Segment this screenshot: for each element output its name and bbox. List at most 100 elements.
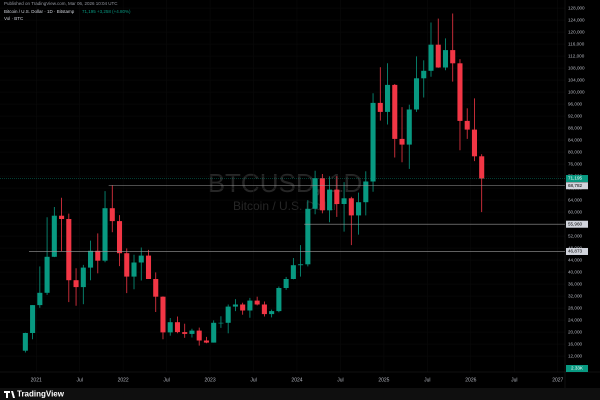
candle-body <box>312 178 318 209</box>
candle-body <box>174 322 181 333</box>
candle-body <box>319 178 325 211</box>
candle-body <box>399 138 405 145</box>
candle-body <box>182 332 188 334</box>
candle-body <box>261 304 267 315</box>
candle-body <box>145 255 152 279</box>
y-tick-label: 44,000 <box>568 257 582 262</box>
candle-body <box>421 70 427 79</box>
y-tick-label: 60,000 <box>568 209 582 214</box>
y-tick-label: 124,000 <box>568 17 585 22</box>
candle-body <box>276 288 282 312</box>
y-tick-label: 128,000 <box>568 5 585 10</box>
candle-body <box>254 300 260 305</box>
candle-body <box>124 253 130 277</box>
candle-body <box>116 221 123 254</box>
x-tick-label: 2023 <box>205 377 216 383</box>
candle-body <box>218 322 224 324</box>
y-tick-label: 108,000 <box>568 65 585 70</box>
y-tick-label: 120,000 <box>568 29 585 34</box>
candle-body <box>479 156 485 179</box>
y-tick-label: 24,000 <box>568 317 582 322</box>
y-tick-label: 96,000 <box>568 101 582 106</box>
x-tick-label: 2024 <box>291 377 302 383</box>
candle-body <box>160 296 166 333</box>
level-label-box <box>566 220 588 228</box>
candle-body <box>167 322 173 333</box>
candle-body <box>80 267 86 288</box>
x-tick-label: 2025 <box>378 377 389 383</box>
candle-body <box>109 208 115 222</box>
candle-body <box>370 102 376 182</box>
candle-body <box>88 250 94 268</box>
level-label: 55,960 <box>568 221 582 226</box>
candle-body <box>457 63 463 121</box>
candle-body <box>232 304 238 307</box>
symbol-line: Bitcoin / U.S. Dollar · 1D · Bitstamp <box>4 9 75 14</box>
level-label: 68,782 <box>568 183 582 188</box>
y-tick-label: 16,000 <box>568 341 582 346</box>
candle-body <box>298 264 304 266</box>
footer-bar <box>0 388 600 400</box>
footer-logo: TradingView <box>17 390 65 399</box>
last-price-label: 71,195 <box>568 176 582 181</box>
candle-body <box>377 102 383 112</box>
candle-body <box>392 84 398 139</box>
y-tick-label: 32,000 <box>568 293 582 298</box>
candle-body <box>196 330 202 341</box>
candle-body <box>37 292 43 306</box>
y-tick-label: 112,000 <box>568 53 585 58</box>
x-tick-label: Jul <box>511 377 517 383</box>
y-tick-label: 64,000 <box>568 197 582 202</box>
candle-body <box>283 279 289 288</box>
candle-body <box>290 265 296 279</box>
candle-body <box>247 300 253 311</box>
candle-body <box>95 250 101 261</box>
x-tick-label: Jul <box>163 377 169 383</box>
candle-body <box>442 50 449 68</box>
candle-body <box>30 305 36 333</box>
y-tick-label: 104,000 <box>568 77 585 82</box>
candle-body <box>51 215 57 257</box>
y-tick-label: 80,000 <box>568 149 582 154</box>
candle-body <box>356 202 362 216</box>
candle-body <box>66 219 72 281</box>
level-label-box <box>566 182 588 190</box>
candle-body <box>240 304 246 311</box>
candle-body <box>327 189 333 211</box>
candle-body <box>464 120 470 130</box>
y-tick-label: 92,000 <box>568 113 582 118</box>
y-tick-label: 88,000 <box>568 125 582 130</box>
candle-body <box>384 84 391 112</box>
candle-body <box>189 330 195 334</box>
y-tick-label: 28,000 <box>568 305 582 310</box>
volume-value: 2.33K <box>571 366 584 371</box>
candle-body <box>102 208 108 261</box>
x-tick-label: 2026 <box>465 377 476 383</box>
candle-body <box>22 333 28 351</box>
candle-body <box>59 215 65 219</box>
x-tick-label: Jul <box>337 377 343 383</box>
candle-body <box>413 78 420 110</box>
last-price-box <box>566 175 588 183</box>
header: Published on TradingView.com, Mar 06, 20… <box>4 1 118 6</box>
volume-label: Vol · BTC <box>4 16 24 21</box>
y-tick-label: 52,000 <box>568 233 582 238</box>
candle-body <box>211 322 217 343</box>
level-label-box <box>566 247 588 255</box>
candle-body <box>450 50 456 64</box>
watermark-description: Bitcoin / U.S. Dollar <box>233 199 337 213</box>
y-tick-label: 76,000 <box>568 161 582 166</box>
x-tick-label: 2027 <box>552 377 563 383</box>
candle-body <box>471 129 477 157</box>
candle-body <box>203 340 209 343</box>
candle-body <box>305 208 311 265</box>
candle-body <box>44 256 50 293</box>
y-tick-label: 84,000 <box>568 137 582 142</box>
level-label: 46,873 <box>568 249 582 254</box>
y-tick-label: 20,000 <box>568 329 582 334</box>
x-tick-label: 2022 <box>118 377 129 383</box>
candle-body <box>341 198 347 204</box>
y-tick-label: 116,000 <box>568 41 585 46</box>
candle-body <box>363 181 369 203</box>
x-tick-label: Jul <box>76 377 82 383</box>
